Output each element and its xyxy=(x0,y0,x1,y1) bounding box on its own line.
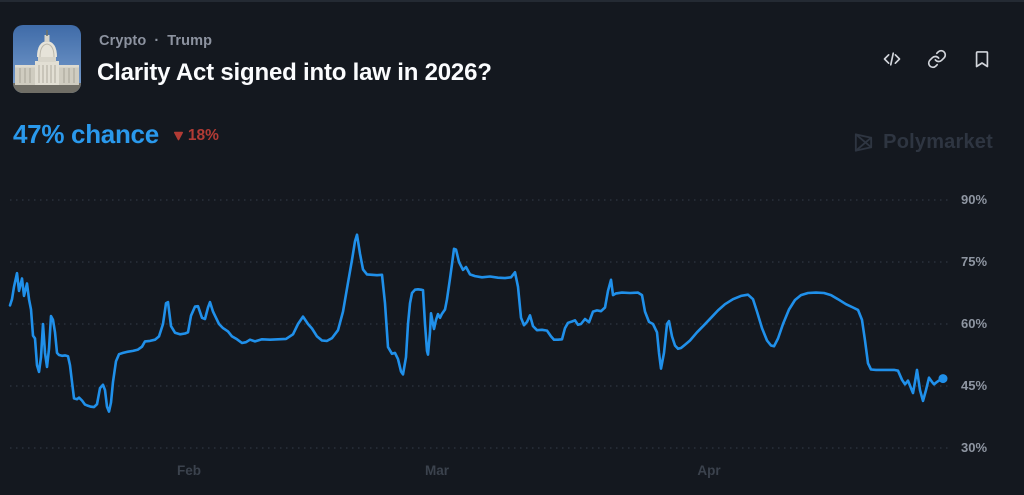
market-avatar[interactable] xyxy=(13,25,81,93)
chance-value: 47% chance xyxy=(13,119,159,149)
breadcrumb-category[interactable]: Crypto xyxy=(99,33,147,49)
x-axis-tick: Mar xyxy=(424,463,449,478)
price-delta: 18% xyxy=(173,124,219,145)
bookmark-icon[interactable] xyxy=(972,49,992,69)
y-axis-tick: 30% xyxy=(961,440,988,455)
triangle-down-icon xyxy=(173,131,183,141)
price-row: 47% chance 18% xyxy=(13,119,219,150)
y-axis-tick: 75% xyxy=(961,254,988,269)
polymarket-wordmark: Polymarket xyxy=(883,131,993,153)
polymarket-logo-icon xyxy=(855,133,873,152)
link-icon[interactable] xyxy=(927,49,947,69)
current-price-dot xyxy=(938,374,948,384)
action-buttons xyxy=(882,49,992,69)
capitol-image xyxy=(13,25,81,93)
breadcrumb-separator: · xyxy=(154,33,160,49)
y-axis-tick: 45% xyxy=(961,378,988,393)
y-axis-tick: 90% xyxy=(961,192,988,207)
code-embed-icon[interactable] xyxy=(882,49,902,69)
x-axis-tick: Apr xyxy=(697,463,721,478)
breadcrumb-subcategory[interactable]: Trump xyxy=(167,33,213,49)
market-title[interactable]: Clarity Act signed into law in 2026? xyxy=(97,59,492,86)
polymarket-watermark[interactable]: Polymarket xyxy=(852,131,993,154)
price-line xyxy=(8,233,945,413)
x-axis-tick: Feb xyxy=(176,463,201,478)
delta-value: 18% xyxy=(187,127,219,144)
y-axis-tick: 60% xyxy=(961,316,988,331)
breadcrumb: Crypto · Trump xyxy=(99,33,212,49)
